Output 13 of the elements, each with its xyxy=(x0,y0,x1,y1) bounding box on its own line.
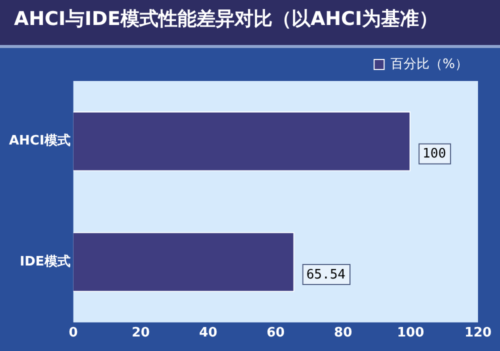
y-tick-label: AHCI模式 xyxy=(8,132,70,149)
data-label: 65.54 xyxy=(306,267,346,282)
x-tick-label: 40 xyxy=(199,326,218,341)
y-tick-label: IDE模式 xyxy=(20,253,70,270)
legend-label: 百分比（%） xyxy=(390,56,468,72)
x-tick-label: 80 xyxy=(334,326,352,341)
x-tick-label: 100 xyxy=(396,326,424,341)
x-tick-label: 120 xyxy=(464,326,492,341)
data-label: 100 xyxy=(422,146,446,162)
x-tick-label: 0 xyxy=(68,326,78,341)
x-tick-label: 20 xyxy=(132,326,150,341)
chart-title: AHCI与IDE模式性能差异对比（以AHCI为基准） xyxy=(0,0,500,48)
x-tick-label: 60 xyxy=(266,326,285,341)
